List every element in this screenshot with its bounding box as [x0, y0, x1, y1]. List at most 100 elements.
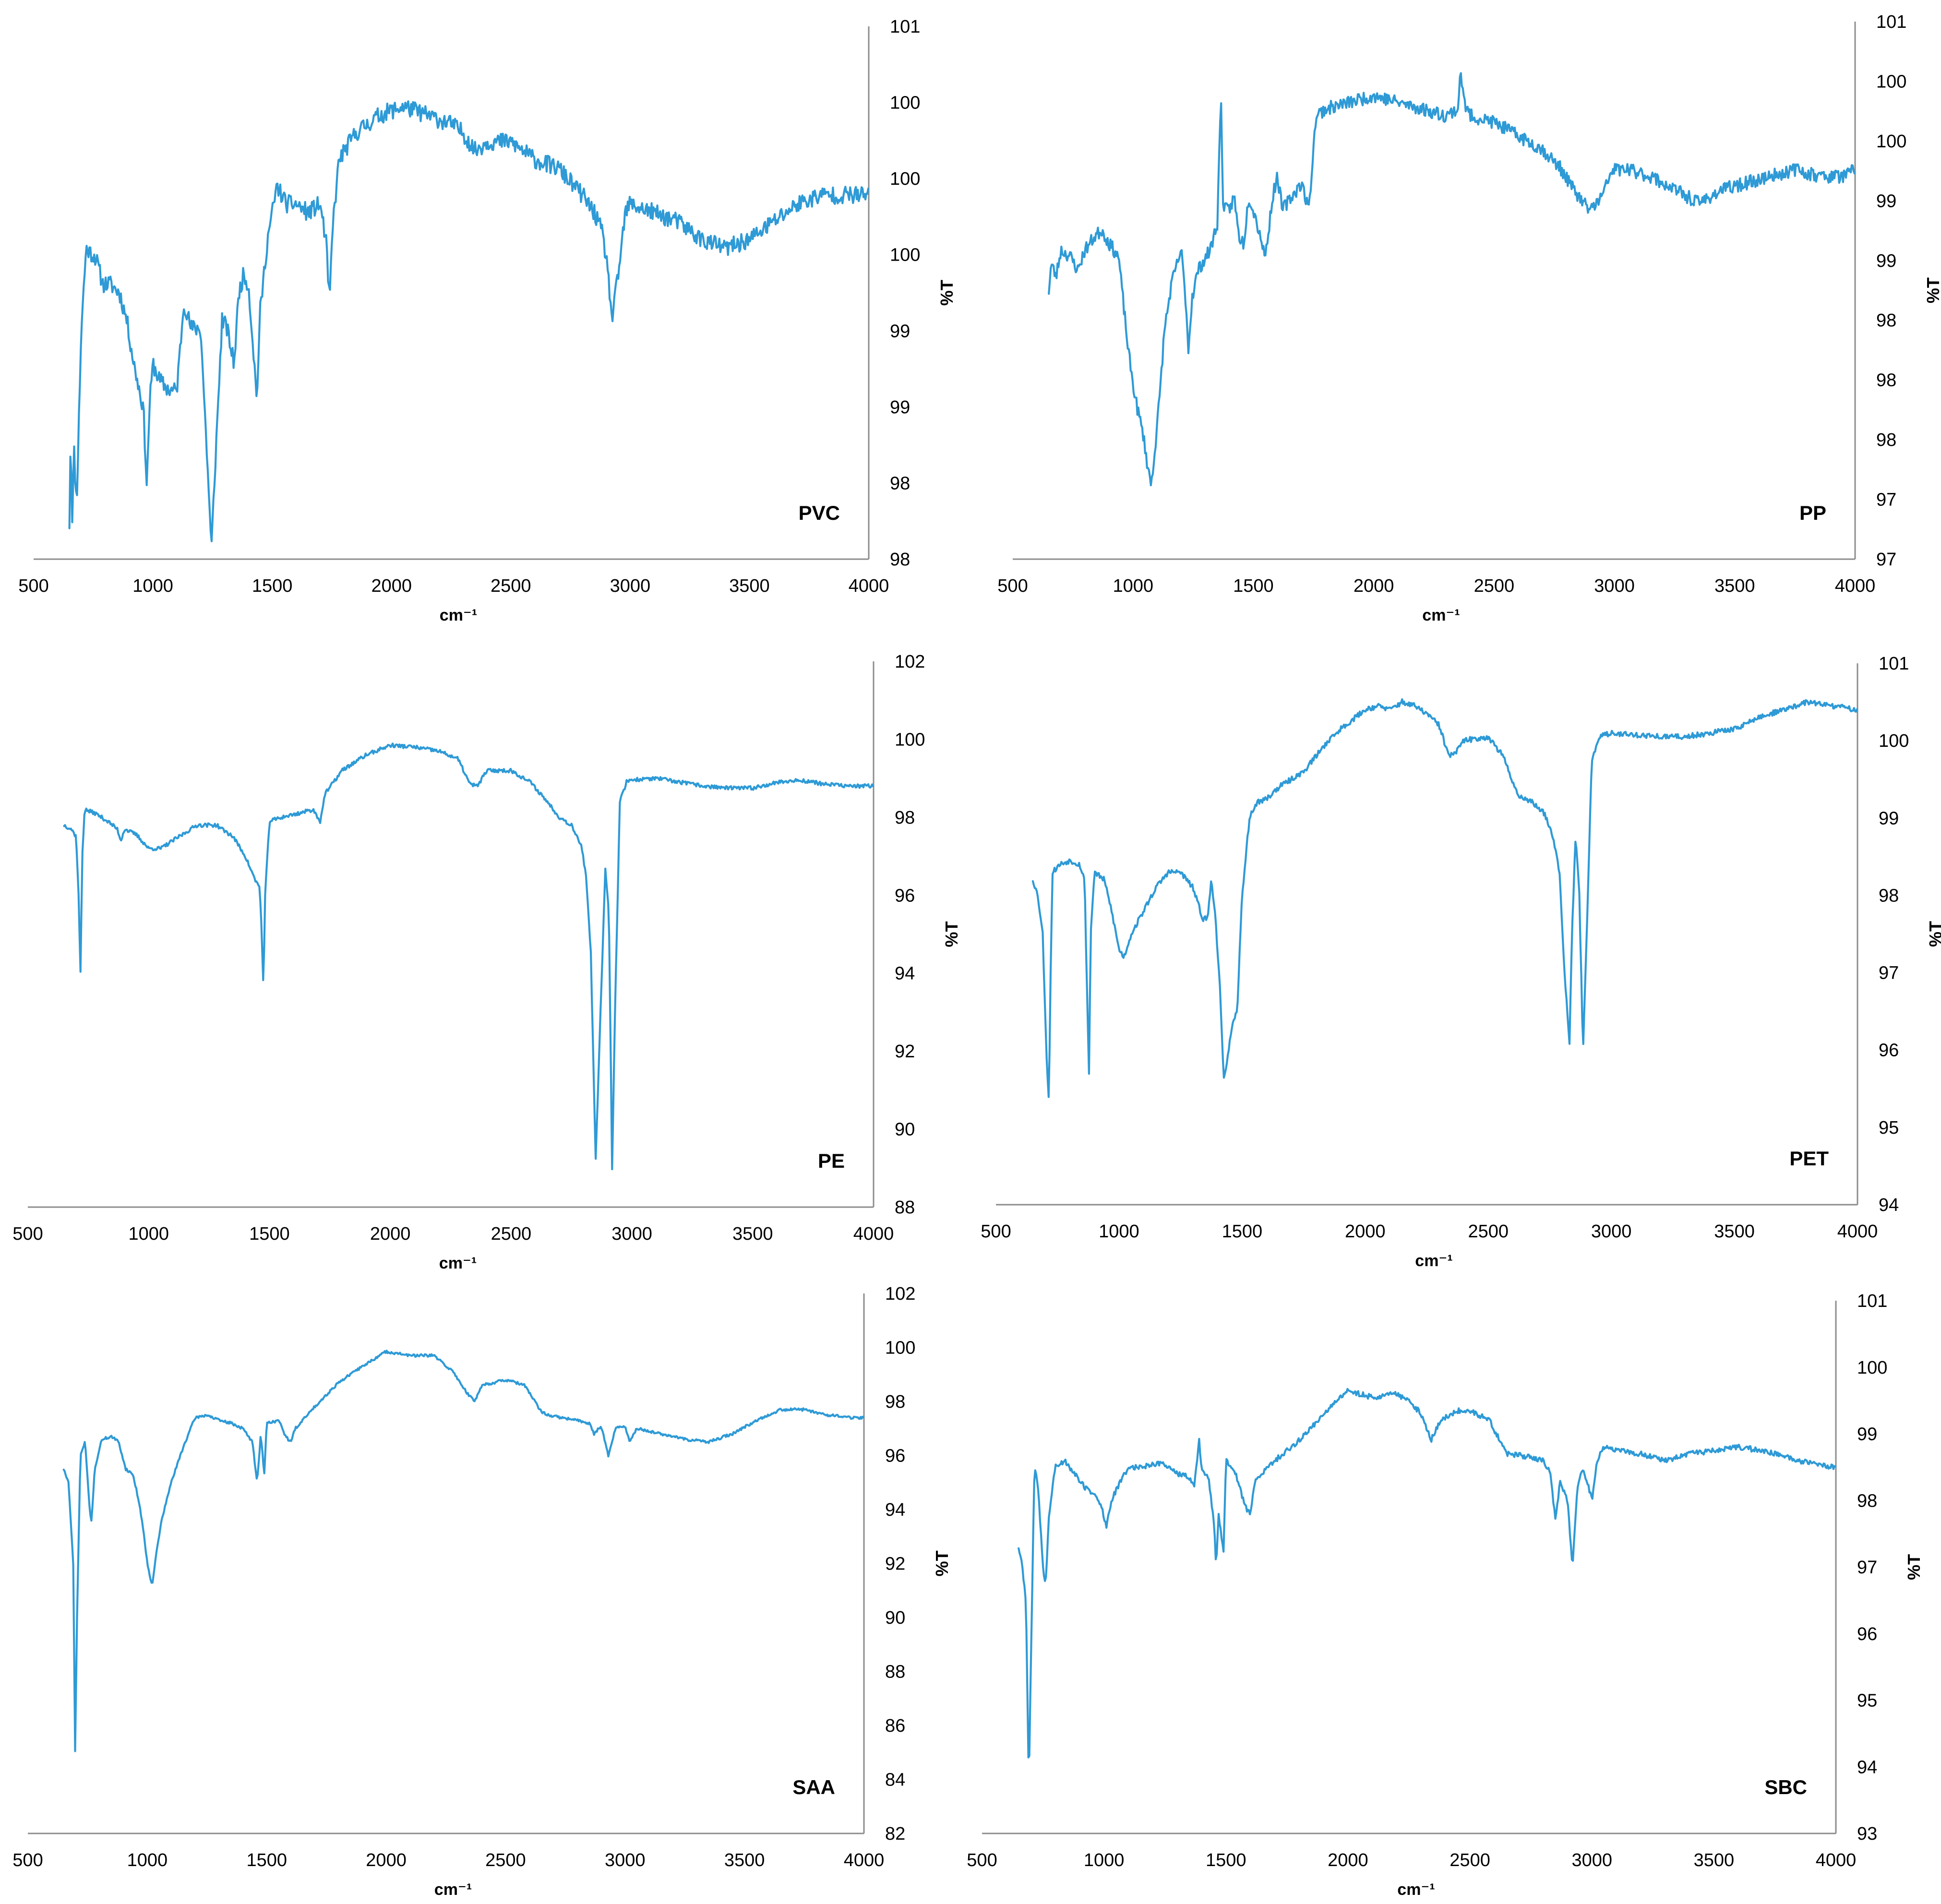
- x-tick-label: 2500: [491, 1224, 532, 1244]
- sample-label-pe: PE: [818, 1150, 845, 1172]
- x-tick-label: 1500: [252, 576, 293, 596]
- x-tick-label: 2000: [366, 1850, 407, 1870]
- x-tick-label: 1500: [1222, 1221, 1263, 1242]
- y-tick-label: 95: [1857, 1691, 1877, 1711]
- y-tick-label: 96: [885, 1446, 905, 1466]
- chart-pp: 500 1000 1500 2000 2500 3000 3500 4000979798989…: [997, 12, 1941, 624]
- x-tick-label: 3000: [610, 576, 651, 596]
- y-tick-label: 94: [885, 1500, 905, 1520]
- y-tick-label: 97: [1876, 490, 1896, 510]
- sample-label-pp: PP: [1799, 502, 1826, 524]
- x-tick-label: 2500: [1450, 1850, 1490, 1870]
- x-tick-label: 1000: [132, 576, 173, 596]
- x-tick-label: 1000: [1113, 576, 1153, 596]
- x-tick-label: 1500: [1233, 576, 1274, 596]
- y-tick-label: 96: [895, 886, 915, 906]
- x-tick-label: 4000: [1835, 576, 1876, 596]
- sample-label-pvc: PVC: [799, 502, 840, 524]
- y-tick-label: 98: [895, 808, 915, 828]
- x-tick-label: 500: [18, 576, 48, 596]
- y-axis-label: %T: [942, 921, 961, 947]
- y-tick-label: 88: [895, 1197, 915, 1218]
- x-tick-label: 2000: [1354, 576, 1394, 596]
- y-tick-label: 84: [885, 1770, 905, 1790]
- x-tick-label: 3500: [724, 1850, 765, 1870]
- x-tick-label: 2000: [370, 1224, 411, 1244]
- x-tick-label: 4000: [1816, 1850, 1857, 1870]
- sample-label-pet: PET: [1789, 1147, 1829, 1170]
- x-tick-label: 4000: [1837, 1221, 1878, 1242]
- x-tick-label: 2500: [491, 576, 531, 596]
- x-tick-label: 500: [997, 576, 1028, 596]
- x-tick-label: 1500: [1206, 1850, 1246, 1870]
- y-tick-label: 100: [890, 169, 920, 189]
- y-tick-label: 102: [895, 652, 925, 672]
- x-tick-label: 3500: [1714, 576, 1755, 596]
- y-tick-label: 97: [1857, 1557, 1877, 1578]
- x-tick-label: 500: [967, 1850, 997, 1870]
- x-tick-label: 1000: [128, 1224, 169, 1244]
- x-tick-label: 500: [981, 1221, 1011, 1242]
- y-tick-label: 92: [885, 1554, 905, 1574]
- spectrum-line-pvc: [68, 100, 870, 542]
- y-tick-label: 94: [1857, 1757, 1877, 1777]
- y-tick-label: 88: [885, 1662, 905, 1682]
- y-tick-label: 99: [1876, 251, 1896, 271]
- x-tick-label: 3500: [729, 576, 770, 596]
- x-tick-label: 1000: [127, 1850, 168, 1870]
- spectrum-line-saa: [62, 1350, 865, 1752]
- x-tick-label: 3500: [1694, 1850, 1735, 1870]
- x-axis-label: cm⁻¹: [434, 1880, 472, 1899]
- x-tick-label: 1000: [1099, 1221, 1139, 1242]
- y-tick-label: 99: [1876, 191, 1896, 211]
- x-tick-label: 4000: [844, 1850, 885, 1870]
- y-tick-label: 100: [890, 245, 920, 265]
- x-tick-label: 4000: [849, 576, 889, 596]
- y-tick-label: 93: [1857, 1824, 1877, 1844]
- y-tick-label: 97: [1876, 550, 1896, 570]
- y-tick-label: 96: [1879, 1041, 1899, 1061]
- y-axis-label: %T: [937, 280, 957, 306]
- x-tick-label: 500: [12, 1224, 43, 1244]
- y-tick-label: 98: [890, 550, 910, 570]
- y-tick-label: 99: [890, 321, 910, 341]
- x-tick-label: 2000: [1328, 1850, 1368, 1870]
- x-tick-label: 2500: [1468, 1221, 1509, 1242]
- y-tick-label: 99: [1857, 1425, 1877, 1445]
- x-tick-label: 3000: [1571, 1850, 1612, 1870]
- y-tick-label: 101: [1879, 654, 1909, 674]
- x-axis-label: cm⁻¹: [1397, 1880, 1435, 1899]
- y-tick-label: 102: [885, 1284, 915, 1304]
- x-tick-label: 4000: [853, 1224, 894, 1244]
- y-tick-label: 97: [1879, 963, 1899, 983]
- spectrum-line-pet: [1031, 698, 1858, 1098]
- y-tick-label: 94: [1879, 1195, 1899, 1215]
- x-axis-label: cm⁻¹: [1415, 1252, 1452, 1270]
- x-axis-label: cm⁻¹: [440, 606, 477, 624]
- y-tick-label: 98: [885, 1392, 905, 1412]
- x-tick-label: 2500: [485, 1850, 526, 1870]
- y-tick-label: 101: [1857, 1291, 1887, 1311]
- y-axis-label: %T: [1926, 921, 1941, 947]
- spectrum-line-pe: [63, 742, 875, 1171]
- y-tick-label: 100: [1879, 731, 1909, 751]
- y-tick-label: 98: [1879, 886, 1899, 906]
- y-tick-label: 98: [1876, 371, 1896, 391]
- sample-label-sbc: SBC: [1764, 1776, 1807, 1798]
- y-tick-label: 90: [895, 1120, 915, 1140]
- y-tick-label: 98: [890, 473, 910, 493]
- y-axis-label: %T: [1904, 1554, 1924, 1580]
- x-tick-label: 3500: [1714, 1221, 1755, 1242]
- chart-pvc: 500 1000 1500 2000 2500 3000 3500 4000989899991…: [18, 17, 957, 624]
- y-axis-label: %T: [932, 1550, 952, 1576]
- y-tick-label: 95: [1879, 1118, 1899, 1138]
- sample-label-saa: SAA: [792, 1776, 835, 1798]
- y-tick-label: 90: [885, 1608, 905, 1628]
- x-tick-label: 1000: [1084, 1850, 1125, 1870]
- y-tick-label: 100: [885, 1338, 915, 1358]
